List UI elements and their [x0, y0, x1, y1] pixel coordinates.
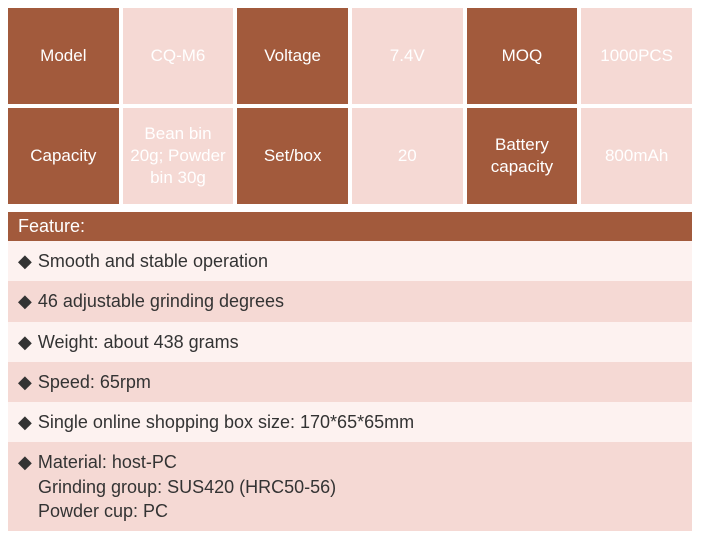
- feature-item: ◆ 46 adjustable grinding degrees: [8, 281, 692, 321]
- feature-item: ◆ Material: host-PC Grinding group: SUS42…: [8, 442, 692, 531]
- value-moq: 1000PCS: [581, 8, 692, 104]
- label-model: Model: [8, 8, 119, 104]
- spec-row-2: Capacity Bean bin 20g; Powder bin 30g Se…: [8, 108, 692, 204]
- feature-item: ◆ Speed: 65rpm: [8, 362, 692, 402]
- feature-subtext: Powder cup: PC: [18, 499, 682, 523]
- spec-table: Model CQ-M6 Voltage 7.4V MOQ 1000PCS Cap…: [4, 4, 696, 208]
- feature-text: Single online shopping box size: 170*65*…: [38, 412, 414, 432]
- bullet-icon: ◆: [18, 410, 32, 434]
- value-voltage: 7.4V: [352, 8, 463, 104]
- bullet-icon: ◆: [18, 289, 32, 313]
- label-voltage: Voltage: [237, 8, 348, 104]
- bullet-icon: ◆: [18, 370, 32, 394]
- spec-sheet: Model CQ-M6 Voltage 7.4V MOQ 1000PCS Cap…: [4, 4, 696, 531]
- spec-row-1: Model CQ-M6 Voltage 7.4V MOQ 1000PCS: [8, 8, 692, 104]
- bullet-icon: ◆: [18, 330, 32, 354]
- feature-text: Speed: 65rpm: [38, 372, 151, 392]
- feature-subtext: Grinding group: SUS420 (HRC50-56): [18, 475, 682, 499]
- label-setbox: Set/box: [237, 108, 348, 204]
- value-model: CQ-M6: [123, 8, 234, 104]
- feature-text: Smooth and stable operation: [38, 251, 268, 271]
- feature-item: ◆ Weight: about 438 grams: [8, 322, 692, 362]
- feature-item: ◆ Smooth and stable operation: [8, 241, 692, 281]
- feature-text: Material: host-PC: [38, 452, 177, 472]
- label-moq: MOQ: [467, 8, 578, 104]
- value-battery: 800mAh: [581, 108, 692, 204]
- label-capacity: Capacity: [8, 108, 119, 204]
- feature-text: 46 adjustable grinding degrees: [38, 291, 284, 311]
- feature-header: Feature:: [8, 212, 692, 241]
- value-setbox: 20: [352, 108, 463, 204]
- bullet-icon: ◆: [18, 249, 32, 273]
- bullet-icon: ◆: [18, 450, 32, 474]
- value-capacity: Bean bin 20g; Powder bin 30g: [123, 108, 234, 204]
- label-battery: Battery capacity: [467, 108, 578, 204]
- feature-list: ◆ Smooth and stable operation ◆ 46 adjusta…: [8, 241, 692, 531]
- feature-item: ◆ Single online shopping box size: 170*65…: [8, 402, 692, 442]
- feature-text: Weight: about 438 grams: [38, 332, 239, 352]
